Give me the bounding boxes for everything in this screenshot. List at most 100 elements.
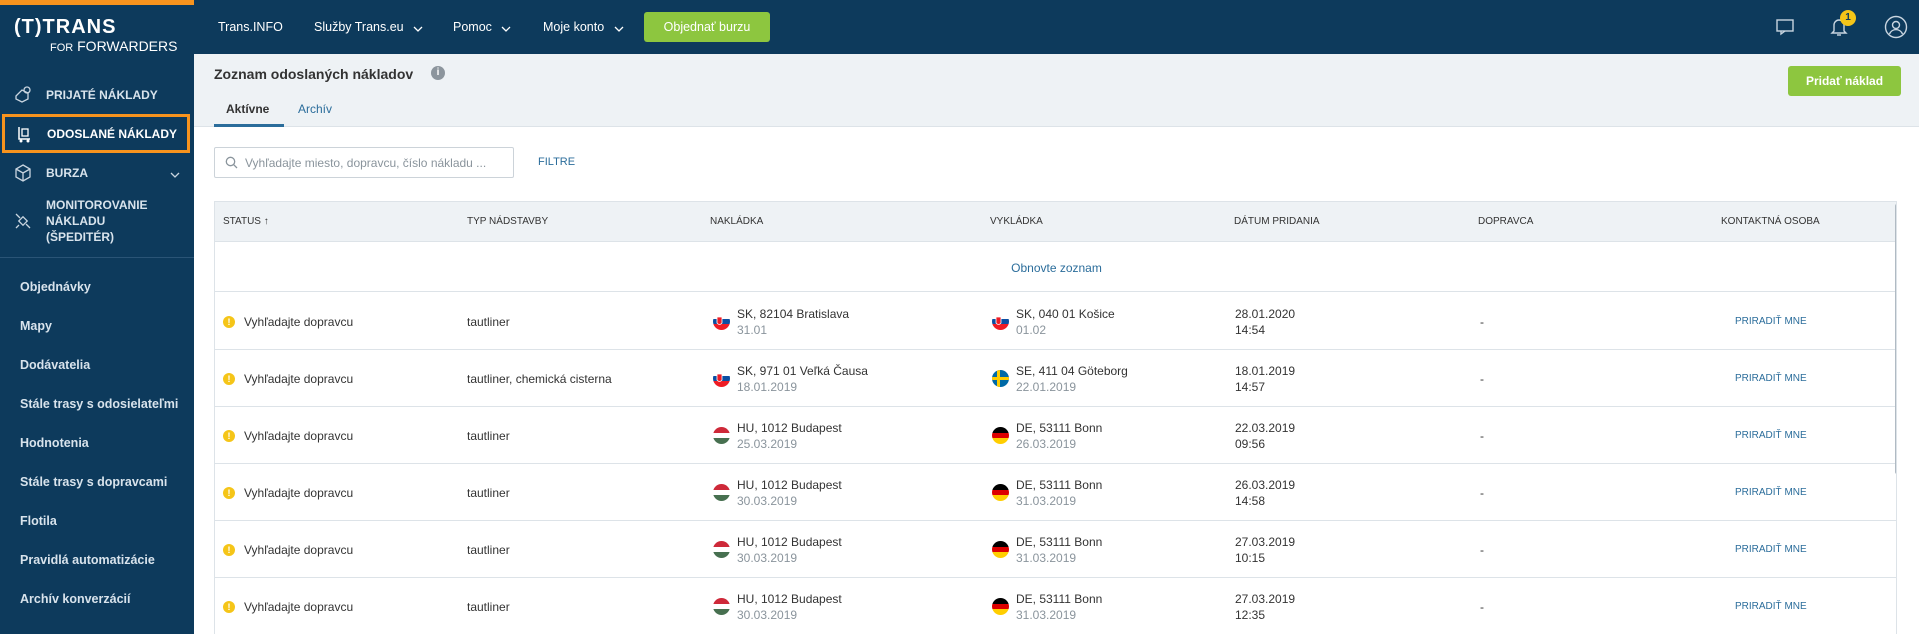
sidebar-item-ratings[interactable]: Hodnotenia [20,436,89,450]
status-text: Vyhľadajte dopravcu [244,314,354,329]
info-icon[interactable]: i [431,66,445,80]
sidebar-item-suppliers[interactable]: Dodávatelia [20,358,91,372]
sidebar-item-received-loads[interactable]: PRIJATÉ NÁKLADY [0,75,194,114]
table-row[interactable]: ! Vyhľadajte dopravcu tautliner HU, 1012 Bu… [215,464,1896,521]
column-header-loading[interactable]: NAKLÁDKA [710,216,764,227]
added-date: 28.01.2020 [1235,306,1296,321]
loading-date: 30.03.2019 [737,550,798,565]
date-added-cell: 28.01.2020 14:54 [1235,293,1475,350]
unloading-date: 31.03.2019 [1016,550,1077,565]
unloading-date: 22.01.2019 [1016,379,1077,394]
trans-logo[interactable]: (T)TRANS FOR FORWARDERS [14,17,184,57]
tab-active[interactable]: Aktívne [214,102,284,127]
assign-to-me-link[interactable]: PRIRADIŤ MNE [1735,373,1807,384]
refresh-list-link[interactable]: Obnovte zoznam [1011,261,1102,275]
search-box [214,147,514,178]
sidebar-item-label: BURZA [46,165,88,180]
table-row[interactable]: ! Vyhľadajte dopravcu tautliner HU, 1012 Bu… [215,521,1896,578]
sidebar-item-automation-rules[interactable]: Pravidlá automatizácie [20,553,155,567]
sidebar-accent-line [0,0,194,5]
warning-icon: ! [223,315,235,328]
unloading-place: DE, 53111 Bonn [1016,534,1103,549]
column-header-status[interactable]: STATUS ↑ [223,216,269,227]
carrier-cell: - [1480,578,1720,634]
body-type-cell: tautliner [467,293,707,350]
warning-icon: ! [223,600,235,613]
status-text: Vyhľadajte dopravcu [244,599,354,614]
unloading-place: SE, 411 04 Göteborg [1016,363,1128,378]
status-cell: ! Vyhľadajte dopravcu [223,350,463,407]
body-type-text: tautliner [467,485,510,500]
slovakia-flag-icon [992,313,1009,330]
carrier-cell: - [1480,407,1720,464]
sidebar-item-load-monitoring[interactable]: MONITOROVANIE NÁKLADU (ŠPEDITÉR) [0,192,194,250]
body-type-cell: tautliner [467,464,707,521]
nav-trans-info[interactable]: Trans.INFO [218,0,283,54]
sidebar-item-orders[interactable]: Objednávky [20,280,91,294]
body-type-text: tautliner [467,428,510,443]
logo-line1: (T)TRANS [14,16,117,38]
table-row[interactable]: ! Vyhľadajte dopravcu tautliner HU, 1012 Bu… [215,407,1896,464]
nav-trans-eu-services[interactable]: Služby Trans.eu [314,0,423,54]
assign-to-me-link[interactable]: PRIRADIŤ MNE [1735,601,1807,612]
filters-link[interactable]: FILTRE [538,156,576,168]
sidebar-item-routes-shippers[interactable]: Stále trasy s odosielateľmi [20,397,179,411]
body-type-text: tautliner, chemická cisterna [467,371,612,386]
page-title: Zoznam odoslaných nákladov [214,66,414,82]
sidebar-item-conversation-archive[interactable]: Archív konverzácií [20,592,131,606]
assign-to-me-link[interactable]: PRIRADIŤ MNE [1735,316,1807,327]
sidebar-item-fleet[interactable]: Flotila [20,514,57,528]
bell-icon[interactable]: 1 [1827,10,1856,39]
assign-to-me-link[interactable]: PRIRADIŤ MNE [1735,487,1807,498]
sidebar-divider [0,257,194,258]
sidebar-item-exchange[interactable]: BURZA [0,153,194,192]
column-header-carrier[interactable]: DOPRAVCA [1478,216,1534,227]
sidebar-item-maps[interactable]: Mapy [20,319,52,333]
order-exchange-button[interactable]: Objednať burzu [644,12,770,42]
table-row[interactable]: ! Vyhľadajte dopravcu tautliner HU, 1012 Bu… [215,578,1896,634]
body-type-cell: tautliner, chemická cisterna [467,350,707,407]
added-date: 27.03.2019 [1235,534,1296,549]
sidebar-item-sent-loads[interactable]: ODOSLANÉ NÁKLADY [2,114,190,153]
loading-date: 25.03.2019 [737,436,798,451]
carrier-cell: - [1480,464,1720,521]
search-input[interactable] [245,154,505,172]
added-time: 09:56 [1235,436,1266,451]
contact-cell: PRIRADIŤ MNE [1735,293,1885,350]
table-scrollbar[interactable] [1895,204,1896,474]
warning-icon: ! [223,486,235,499]
contact-cell: PRIRADIŤ MNE [1735,578,1885,634]
refresh-row: Obnovte zoznam [215,243,1896,292]
table-row[interactable]: ! Vyhľadajte dopravcu tautliner, chemická … [215,350,1896,407]
assign-to-me-link[interactable]: PRIRADIŤ MNE [1735,544,1807,555]
unloading-date: 31.03.2019 [1016,607,1077,622]
chat-icon[interactable] [1773,15,1797,39]
loading-cell: HU, 1012 Budapest 30.03.2019 [713,521,983,578]
date-added-cell: 26.03.2019 14:58 [1235,464,1475,521]
notification-badge: 1 [1840,10,1856,26]
user-avatar-icon[interactable] [1884,15,1908,39]
loading-place: SK, 82104 Bratislava [737,306,850,321]
germany-flag-icon [992,427,1009,444]
column-header-contact-person[interactable]: KONTAKTNÁ OSOBA [1721,216,1820,227]
add-load-button[interactable]: Pridať náklad [1788,66,1901,96]
body-type-text: tautliner [467,542,510,557]
slovakia-flag-icon [713,313,730,330]
column-header-unloading[interactable]: VYKLÁDKA [990,216,1043,227]
unloading-place: DE, 53111 Bonn [1016,420,1103,435]
table-row[interactable]: ! Vyhľadajte dopravcu tautliner SK, 82104 B… [215,293,1896,350]
status-text: Vyhľadajte dopravcu [244,371,354,386]
column-header-date-added[interactable]: DÁTUM PRIDANIA [1234,216,1320,227]
hungary-flag-icon [713,598,730,615]
contact-cell: PRIRADIŤ MNE [1735,521,1885,578]
loading-cell: HU, 1012 Budapest 30.03.2019 [713,578,983,634]
assign-to-me-link[interactable]: PRIRADIŤ MNE [1735,430,1807,441]
nav-help[interactable]: Pomoc [453,0,511,54]
sidebar-item-routes-carriers[interactable]: Stále trasy s dopravcami [20,475,168,489]
sweden-flag-icon [992,370,1009,387]
tab-archive[interactable]: Archív [298,102,333,116]
date-added-cell: 27.03.2019 10:15 [1235,521,1475,578]
status-cell: ! Vyhľadajte dopravcu [223,407,463,464]
column-header-body-type[interactable]: TYP NÁDSTAVBY [467,216,549,227]
nav-my-account[interactable]: Moje konto [543,0,624,54]
